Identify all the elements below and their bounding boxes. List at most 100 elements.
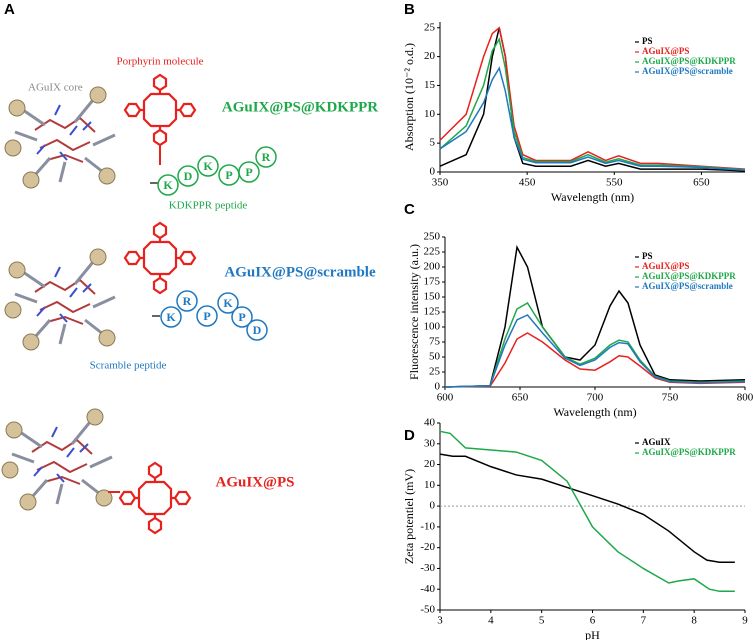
y-tick-label: 175	[424, 276, 441, 288]
residue-letter: D	[184, 169, 193, 183]
residue	[176, 290, 198, 312]
legend-entry: AGuIX@PS@scramble	[642, 281, 733, 291]
residue-letter: P	[225, 168, 232, 182]
y-axis-label: Fluorescence intensity (a.u.)	[407, 244, 421, 380]
construct-name: AGuIX@PS	[216, 474, 295, 490]
linker	[150, 182, 160, 317]
y-tick-label: 15	[424, 79, 436, 91]
x-tick-label: 650	[693, 177, 710, 189]
panel-label: D	[404, 427, 415, 444]
y-tick-label: 225	[424, 246, 441, 258]
panel-label: B	[404, 1, 415, 18]
residue-letter: D	[253, 323, 262, 337]
residue-letter: P	[238, 310, 245, 324]
residue-letter: K	[163, 178, 173, 192]
x-tick-label: 7	[641, 615, 647, 627]
panel-a: AGuIX core Porphyrin molecule AGuIX@PS@K…	[0, 56, 378, 535]
series-line	[444, 314, 746, 388]
y-tick-label: 0	[430, 500, 436, 512]
residue-letter: P	[203, 309, 210, 323]
series-line	[444, 332, 746, 388]
y-tick-label: -20	[420, 541, 435, 553]
porphyrin-label: Porphyrin molecule	[116, 56, 203, 68]
x-tick-label: 600	[437, 392, 454, 404]
legend-entry: AGuIX@PS	[642, 261, 689, 271]
y-tick-label: 10	[424, 108, 436, 120]
linker	[108, 145, 161, 493]
x-tick-label: 8	[691, 615, 697, 627]
x-tick-label: 350	[432, 177, 449, 189]
nanoparticle-core	[0, 407, 114, 512]
residue-letter: R	[262, 150, 271, 164]
legend-entry: PS	[642, 251, 653, 261]
x-tick-label: 9	[742, 615, 748, 627]
residue	[160, 306, 182, 328]
y-tick-label: -10	[420, 520, 435, 532]
series-line	[439, 26, 746, 170]
residue	[246, 319, 268, 341]
residue	[255, 146, 277, 168]
porphyrin	[123, 73, 197, 147]
legend-entry: AGuIX@PS@KDKPPR	[642, 447, 736, 457]
construct-name: AGuIX@PS@scramble	[224, 264, 376, 280]
legend-entry: PS	[642, 36, 653, 46]
series-line	[439, 453, 735, 563]
x-axis-label: pH	[585, 628, 600, 640]
x-axis-label: Wavelength (nm)	[551, 190, 634, 204]
nanoparticle-core	[3, 85, 117, 190]
residue-letter: R	[183, 294, 192, 308]
residue	[196, 305, 218, 327]
peptide-label: KDKPPR peptide	[169, 200, 248, 212]
y-tick-label: 125	[424, 306, 441, 318]
residue-letter: K	[223, 296, 233, 310]
series-line	[439, 37, 746, 171]
residue	[231, 306, 253, 328]
residue-letter: K	[203, 159, 213, 173]
y-tick-label: -50	[420, 604, 435, 616]
y-tick-label: 25	[429, 366, 441, 378]
residue	[238, 161, 260, 183]
x-tick-label: 650	[512, 392, 529, 404]
series-line	[439, 430, 735, 593]
legend-entry: AGuIX	[642, 437, 671, 447]
y-tick-label: 250	[424, 231, 441, 243]
y-axis-label: Absorption (10⁻² o.d.)	[402, 43, 416, 151]
residue	[197, 155, 219, 177]
y-tick-label: 5	[430, 137, 436, 149]
porphyrin	[118, 461, 192, 535]
y-tick-label: 10	[424, 479, 436, 491]
y-tick-label: 20	[424, 50, 436, 62]
y-tick-label: 150	[424, 291, 441, 303]
legend-entry: AGuIX@PS	[642, 46, 689, 56]
x-tick-label: 550	[606, 177, 623, 189]
x-tick-label: 5	[539, 615, 545, 627]
x-tick-label: 700	[587, 392, 604, 404]
y-tick-label: 200	[424, 261, 441, 273]
construct-name: AGuIX@PS@KDKPPR	[222, 99, 378, 115]
x-tick-label: 800	[737, 392, 753, 404]
y-tick-label: 0	[435, 381, 441, 393]
peptide-label: Scramble peptide	[90, 360, 167, 372]
residue-letter: K	[166, 310, 176, 324]
panel-label: A	[4, 1, 15, 18]
series-line	[444, 244, 746, 388]
series-line	[439, 66, 746, 172]
legend-entry: AGuIX@PS@scramble	[642, 66, 733, 76]
y-tick-label: 0	[430, 166, 436, 178]
x-tick-label: 3	[437, 615, 443, 627]
y-tick-label: 25	[424, 21, 436, 33]
legend-entry: AGuIX@PS@KDKPPR	[642, 271, 736, 281]
series-line	[439, 27, 746, 172]
x-tick-label: 6	[590, 615, 596, 627]
x-tick-label: 4	[488, 615, 494, 627]
porphyrin	[123, 221, 197, 295]
y-tick-label: 100	[424, 321, 441, 333]
y-tick-label: 30	[424, 437, 436, 449]
residue	[217, 292, 239, 314]
x-tick-label: 450	[519, 177, 536, 189]
y-axis-label: Zeta potentiel (mV)	[402, 469, 416, 564]
residue-letter: P	[245, 165, 252, 179]
y-tick-label: 75	[429, 336, 441, 348]
nanoparticle-core	[3, 247, 117, 352]
